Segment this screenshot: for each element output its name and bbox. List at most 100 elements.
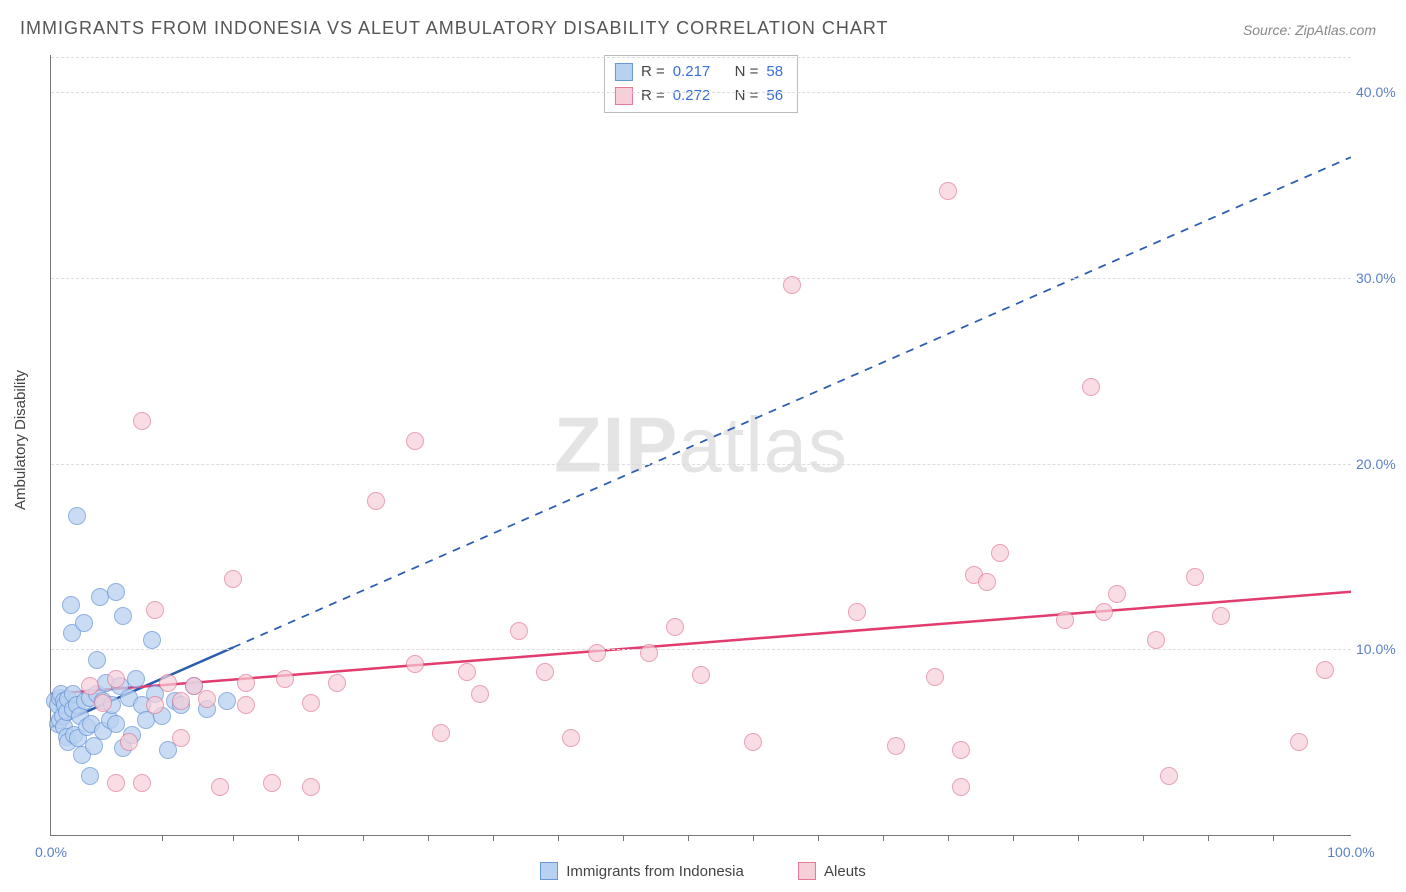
scatter-point bbox=[127, 670, 145, 688]
x-tick-mark bbox=[1078, 835, 1079, 841]
scatter-point bbox=[406, 432, 424, 450]
scatter-point bbox=[640, 644, 658, 662]
scatter-point bbox=[172, 729, 190, 747]
x-tick-mark bbox=[428, 835, 429, 841]
scatter-point bbox=[198, 690, 216, 708]
scatter-point bbox=[302, 694, 320, 712]
x-tick-mark bbox=[363, 835, 364, 841]
scatter-point bbox=[224, 570, 242, 588]
scatter-point bbox=[510, 622, 528, 640]
scatter-point bbox=[1056, 611, 1074, 629]
scatter-point bbox=[237, 674, 255, 692]
scatter-point bbox=[120, 733, 138, 751]
watermark-text: ZIPatlas bbox=[554, 400, 848, 491]
scatter-point bbox=[133, 774, 151, 792]
scatter-point bbox=[1147, 631, 1165, 649]
legend-label-2: Aleuts bbox=[824, 863, 866, 880]
trend-lines-layer bbox=[51, 55, 1351, 835]
scatter-point bbox=[1186, 568, 1204, 586]
x-tick-mark bbox=[688, 835, 689, 841]
source-attribution: Source: ZipAtlas.com bbox=[1243, 22, 1376, 38]
scatter-point bbox=[1095, 603, 1113, 621]
scatter-point bbox=[328, 674, 346, 692]
scatter-point bbox=[978, 573, 996, 591]
gridline bbox=[51, 649, 1351, 650]
x-tick-mark bbox=[1013, 835, 1014, 841]
legend-row-series-1: R = 0.217 N = 58 bbox=[615, 60, 783, 84]
scatter-point bbox=[471, 685, 489, 703]
scatter-point bbox=[1082, 378, 1100, 396]
x-tick-mark bbox=[1208, 835, 1209, 841]
y-tick-label: 30.0% bbox=[1356, 270, 1406, 286]
x-tick-mark bbox=[162, 835, 163, 841]
x-tick-label: 100.0% bbox=[1327, 844, 1374, 860]
scatter-point bbox=[211, 778, 229, 796]
r-value-2: 0.272 bbox=[673, 84, 711, 108]
x-tick-mark bbox=[948, 835, 949, 841]
scatter-point bbox=[887, 737, 905, 755]
scatter-point bbox=[107, 670, 125, 688]
x-tick-mark bbox=[298, 835, 299, 841]
scatter-point bbox=[107, 583, 125, 601]
scatter-point bbox=[81, 677, 99, 695]
scatter-point bbox=[991, 544, 1009, 562]
n-value-2: 56 bbox=[766, 84, 783, 108]
scatter-point bbox=[133, 412, 151, 430]
scatter-point bbox=[367, 492, 385, 510]
scatter-point bbox=[218, 692, 236, 710]
x-tick-mark bbox=[623, 835, 624, 841]
legend-row-series-2: R = 0.272 N = 56 bbox=[615, 84, 783, 108]
scatter-point bbox=[952, 741, 970, 759]
scatter-point bbox=[1108, 585, 1126, 603]
chart-title: IMMIGRANTS FROM INDONESIA VS ALEUT AMBUL… bbox=[20, 18, 889, 39]
scatter-point bbox=[783, 276, 801, 294]
n-label: N = bbox=[735, 60, 759, 84]
scatter-point bbox=[62, 596, 80, 614]
correlation-legend: R = 0.217 N = 58 R = 0.272 N = 56 bbox=[604, 55, 798, 113]
swatch-series-1 bbox=[540, 862, 558, 880]
r-label: R = bbox=[641, 84, 665, 108]
scatter-point bbox=[939, 182, 957, 200]
scatter-point bbox=[952, 778, 970, 796]
gridline bbox=[51, 57, 1351, 58]
scatter-point bbox=[1160, 767, 1178, 785]
scatter-point bbox=[432, 724, 450, 742]
scatter-point bbox=[146, 601, 164, 619]
scatter-point bbox=[237, 696, 255, 714]
series-legend: Immigrants from Indonesia Aleuts bbox=[0, 862, 1406, 884]
scatter-point bbox=[172, 692, 190, 710]
x-tick-label: 0.0% bbox=[35, 844, 67, 860]
scatter-point bbox=[744, 733, 762, 751]
y-axis-label: Ambulatory Disability bbox=[12, 370, 29, 510]
scatter-point bbox=[81, 767, 99, 785]
scatter-point bbox=[1212, 607, 1230, 625]
scatter-point bbox=[107, 715, 125, 733]
x-tick-mark bbox=[753, 835, 754, 841]
scatter-point bbox=[75, 614, 93, 632]
scatter-point bbox=[562, 729, 580, 747]
scatter-point bbox=[94, 694, 112, 712]
scatter-point bbox=[263, 774, 281, 792]
scatter-point bbox=[143, 631, 161, 649]
scatter-point bbox=[536, 663, 554, 681]
n-label: N = bbox=[735, 84, 759, 108]
legend-label-1: Immigrants from Indonesia bbox=[566, 863, 744, 880]
scatter-point bbox=[692, 666, 710, 684]
x-tick-mark bbox=[818, 835, 819, 841]
x-tick-mark bbox=[493, 835, 494, 841]
y-tick-label: 20.0% bbox=[1356, 456, 1406, 472]
scatter-point bbox=[458, 663, 476, 681]
scatter-point bbox=[666, 618, 684, 636]
r-label: R = bbox=[641, 60, 665, 84]
swatch-series-2 bbox=[798, 862, 816, 880]
gridline bbox=[51, 278, 1351, 279]
scatter-plot-area: ZIPatlas R = 0.217 N = 58 R = 0.272 N = … bbox=[50, 55, 1351, 836]
x-tick-mark bbox=[1273, 835, 1274, 841]
scatter-point bbox=[1290, 733, 1308, 751]
scatter-point bbox=[146, 696, 164, 714]
gridline bbox=[51, 464, 1351, 465]
scatter-point bbox=[588, 644, 606, 662]
scatter-point bbox=[848, 603, 866, 621]
scatter-point bbox=[276, 670, 294, 688]
x-tick-mark bbox=[1143, 835, 1144, 841]
